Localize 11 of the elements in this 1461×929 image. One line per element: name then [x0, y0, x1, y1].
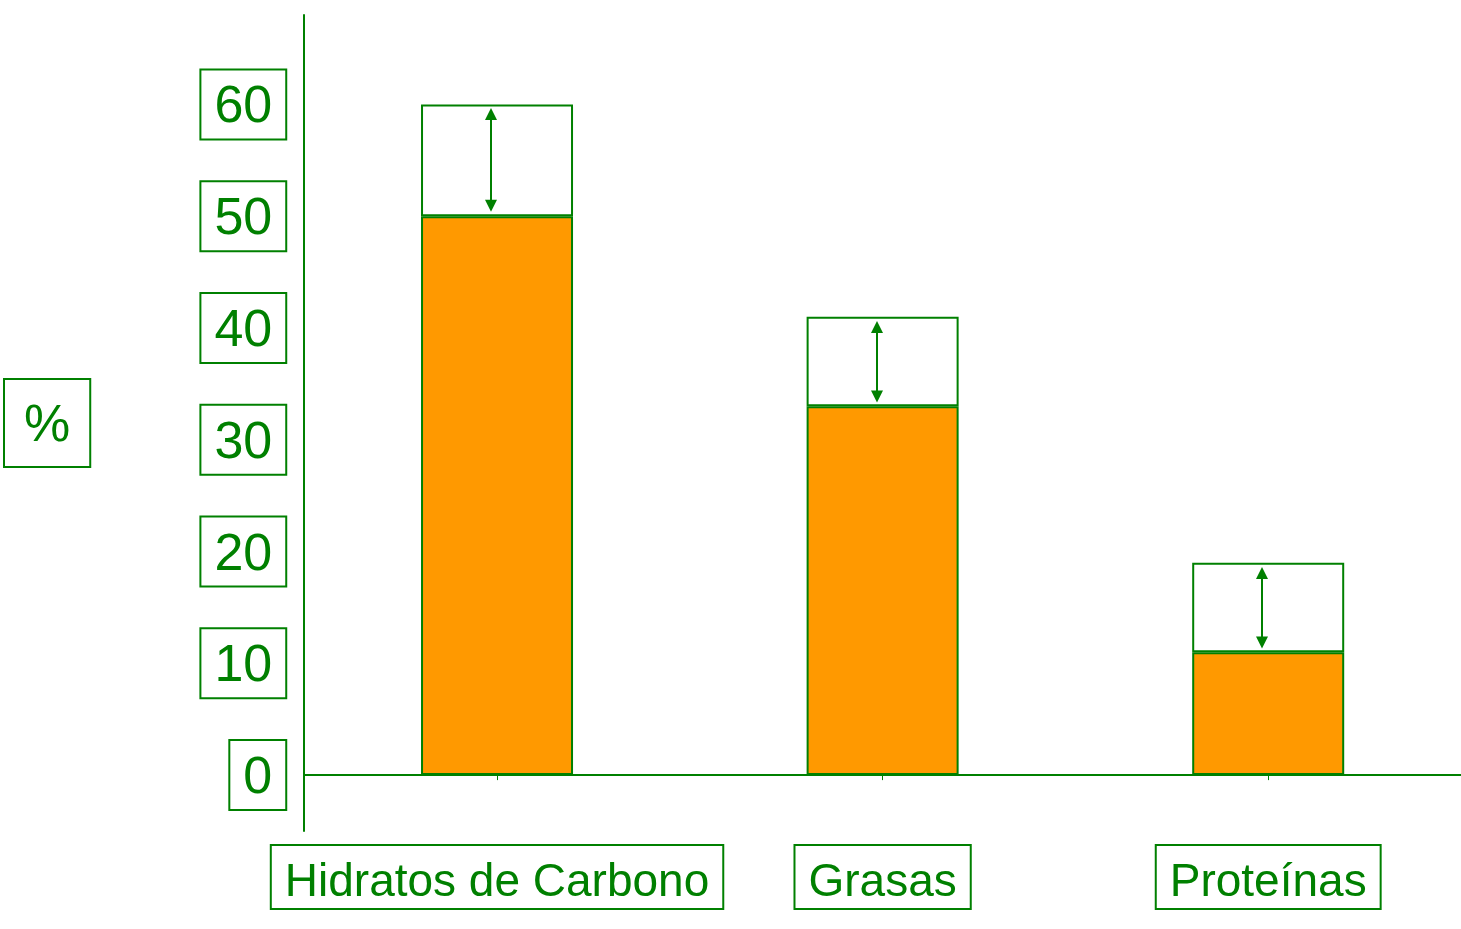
y-tick-label: 50 — [214, 187, 273, 246]
x-tick-label: Grasas — [808, 854, 957, 906]
y-tick-label: 20 — [214, 522, 273, 581]
y-tick-label: 10 — [214, 634, 273, 693]
y-axis-title: % — [23, 394, 71, 452]
y-tick-label: 40 — [214, 298, 273, 357]
y-tick-label: 0 — [243, 746, 273, 805]
x-tick-label: Hidratos de Carbono — [284, 854, 710, 906]
x-tick-label: Proteínas — [1169, 854, 1367, 906]
y-tick-label: 60 — [214, 75, 273, 134]
y-tick-label: 30 — [214, 410, 273, 469]
